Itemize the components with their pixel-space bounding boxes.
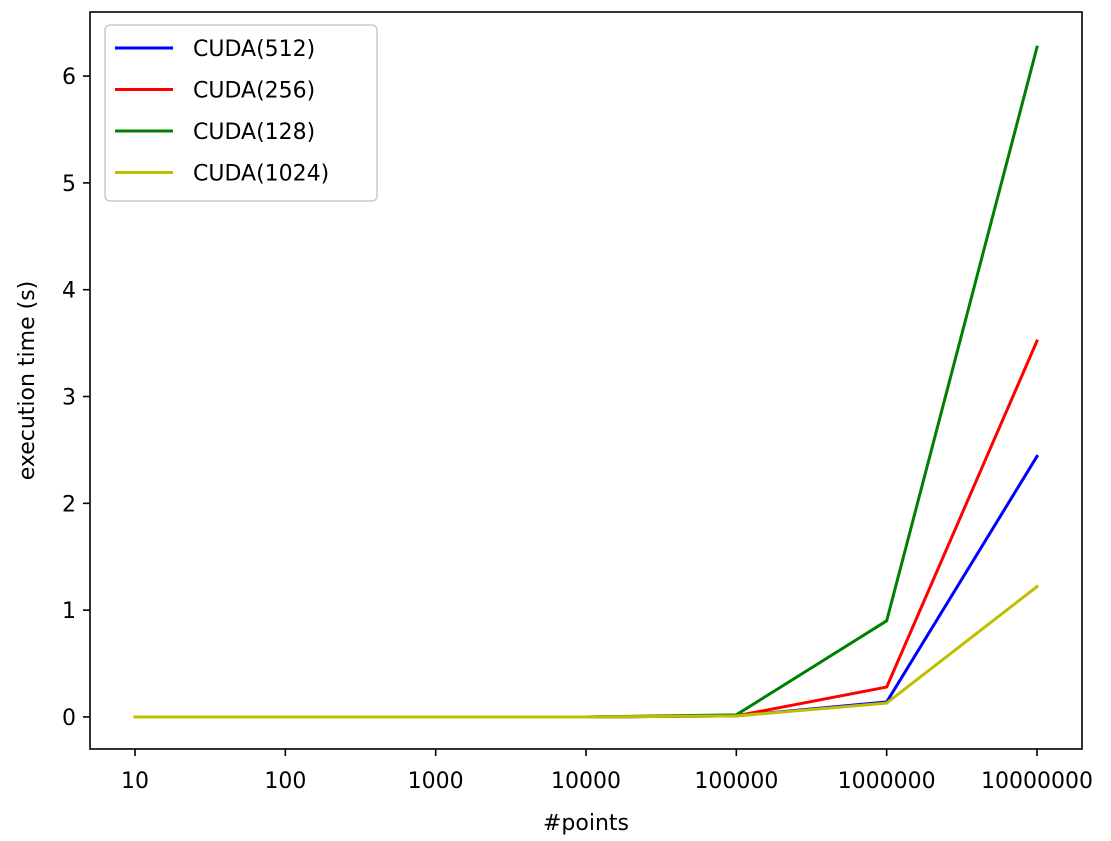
legend-label: CUDA(128) (193, 120, 315, 145)
y-axis-title: execution time (s) (15, 281, 40, 481)
x-tick-label: 10000000 (981, 769, 1093, 794)
x-tick-label: 100 (264, 769, 306, 794)
y-tick-label: 1 (62, 599, 76, 624)
y-axis-ticks: 0 1 2 3 4 5 6 (62, 65, 90, 731)
x-tick-label: 1000000 (838, 769, 936, 794)
x-tick-label: 10 (121, 769, 149, 794)
y-tick-label: 4 (62, 279, 76, 304)
legend-box (104, 24, 378, 202)
y-tick-label: 0 (62, 706, 76, 731)
y-tick-label: 2 (62, 492, 76, 517)
series-line (133, 584, 1040, 719)
legend-label: CUDA(256) (193, 79, 315, 104)
x-tick-label: 10000 (551, 769, 621, 794)
x-tick-label: 1000 (408, 769, 464, 794)
y-tick-label: 6 (62, 65, 76, 90)
y-tick-label: 3 (62, 386, 76, 411)
series-layer (133, 45, 1040, 719)
legend-label: CUDA(512) (193, 37, 315, 62)
x-axis-ticks: 10 100 1000 10000 100000 1000000 10000000 (121, 749, 1093, 794)
legend-label: CUDA(1024) (193, 162, 329, 187)
y-tick-label: 5 (62, 172, 76, 197)
x-tick-label: 100000 (694, 769, 778, 794)
x-axis-title: #points (543, 811, 629, 836)
legend: CUDA(512) CUDA(256) CUDA(128) CUDA(1024) (104, 24, 378, 202)
